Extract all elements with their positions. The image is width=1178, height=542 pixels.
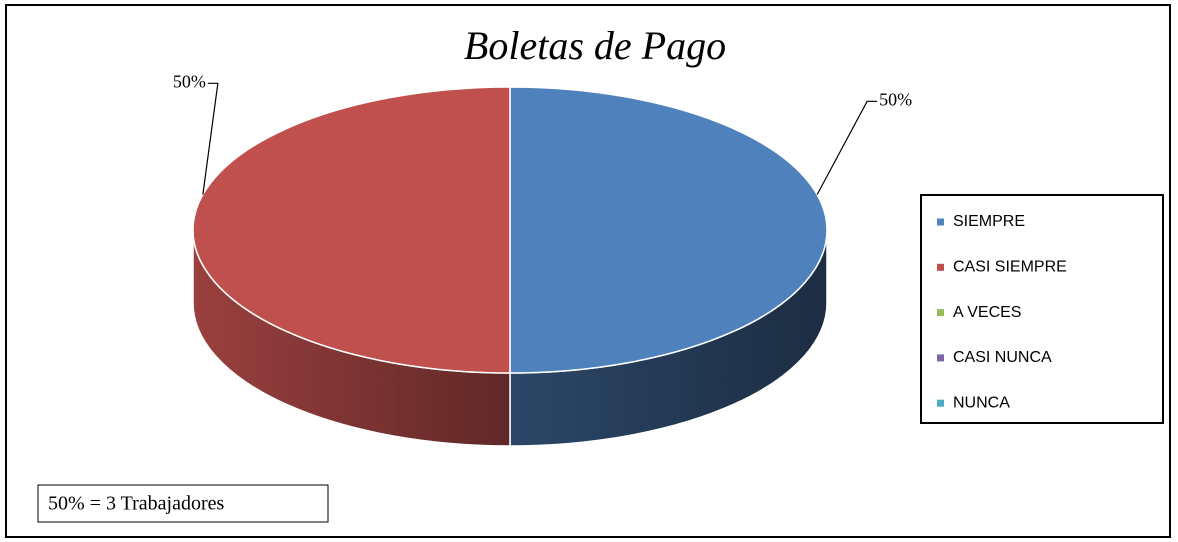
pie-slice <box>509 86 828 374</box>
legend-label: CASI SIEMPRE <box>953 259 1067 276</box>
legend-label: SIEMPRE <box>953 213 1025 230</box>
leader-line <box>202 82 219 195</box>
data-label: 50% <box>879 89 912 109</box>
legend-label: NUNCA <box>953 394 1010 411</box>
legend-swatch <box>937 218 944 226</box>
leader-line <box>816 100 878 195</box>
legend-swatch <box>937 309 944 317</box>
legend-label: CASI NUNCA <box>953 349 1052 366</box>
legend-swatch <box>937 263 944 271</box>
annotation: 50% = 3 Trabajadores <box>48 493 224 515</box>
legend-swatch <box>937 354 944 362</box>
pie-slice <box>192 86 511 374</box>
legend-swatch <box>937 399 944 407</box>
chart-title: Boletas de Pago <box>464 23 726 68</box>
legend-label: A VECES <box>953 304 1021 321</box>
annotation-box <box>37 484 329 523</box>
data-label: 50% <box>173 71 206 91</box>
legend-box <box>920 194 1164 424</box>
